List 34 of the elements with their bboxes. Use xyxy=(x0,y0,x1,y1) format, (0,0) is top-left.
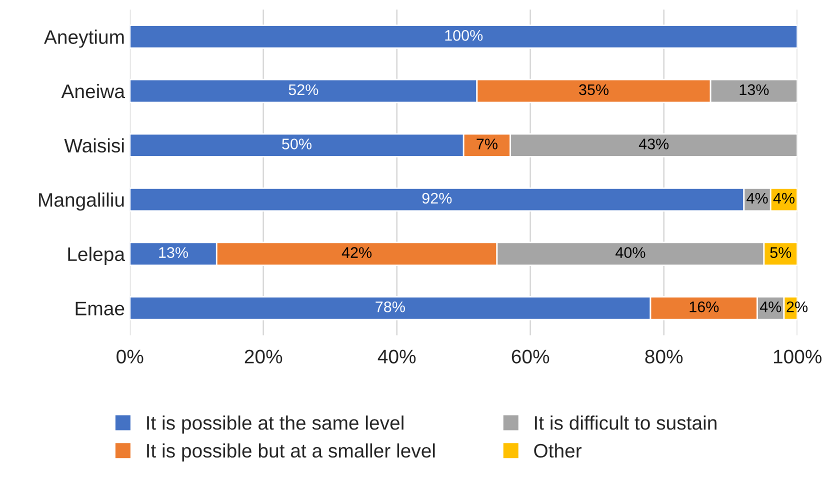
legend-label: It is possible but at a smaller level xyxy=(147,443,435,462)
bar xyxy=(130,24,798,49)
data-label: 4% xyxy=(773,192,794,204)
y-tick-label: Aneiwa xyxy=(61,84,126,98)
x-tick-label: 60% xyxy=(512,350,550,364)
x-tick-label: 40% xyxy=(378,350,416,364)
data-label: 43% xyxy=(638,138,669,150)
data-label: 4% xyxy=(760,302,782,312)
data-label: 16% xyxy=(690,301,719,312)
y-tick-label: Waisisi xyxy=(64,138,124,153)
data-label: 13% xyxy=(740,84,769,96)
y-tick-label: Mangaliliu xyxy=(39,192,124,211)
data-label: 50% xyxy=(282,138,312,150)
data-label: 92% xyxy=(422,192,452,204)
x-tick-label: 100% xyxy=(774,350,822,364)
x-tick-label: 80% xyxy=(645,350,683,364)
legend-label: Other xyxy=(534,443,582,458)
data-label: 100% xyxy=(445,30,483,41)
data-label: 4% xyxy=(746,192,768,204)
x-tick-label: 0% xyxy=(116,350,144,364)
data-label: 7% xyxy=(476,138,498,150)
data-label: 78% xyxy=(376,301,405,312)
y-tick-label: Emae xyxy=(76,302,124,316)
y-tick-label: Lelepa xyxy=(68,246,126,265)
x-tick-label: 20% xyxy=(244,350,282,364)
legend-label: It is difficult to sustain xyxy=(535,416,716,430)
data-label: 42% xyxy=(342,247,372,258)
data-label: 52% xyxy=(288,84,318,96)
data-label: 13% xyxy=(159,247,188,258)
legend-label: It is possible at the same level xyxy=(147,416,404,434)
data-label: 5% xyxy=(770,247,792,258)
data-label: 35% xyxy=(579,84,609,96)
data-label: 40% xyxy=(616,247,646,258)
y-tick-label: Aneytium xyxy=(44,30,124,48)
